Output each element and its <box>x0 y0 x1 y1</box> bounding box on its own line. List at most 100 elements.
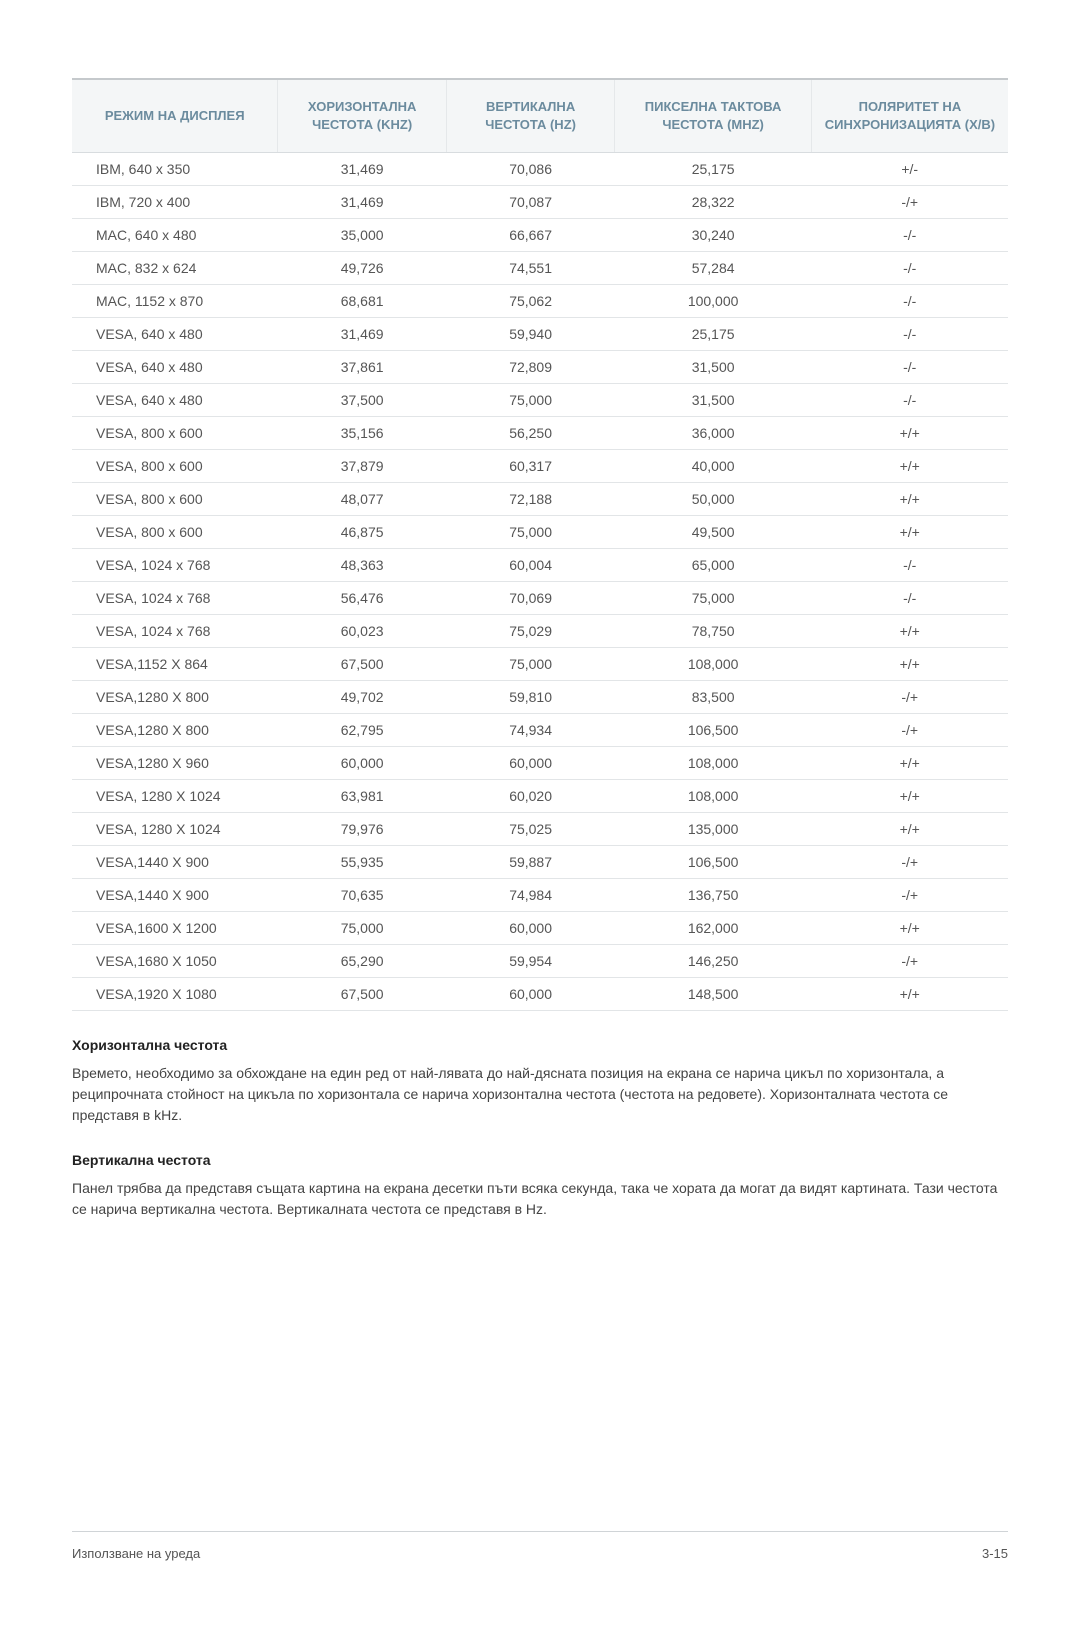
table-cell: 148,500 <box>615 978 812 1011</box>
table-header: РЕЖИМ НА ДИСПЛЕЯХОРИЗОНТАЛНА ЧЕСТОТА (KH… <box>72 79 1008 153</box>
display-modes-table: РЕЖИМ НА ДИСПЛЕЯХОРИЗОНТАЛНА ЧЕСТОТА (KH… <box>72 78 1008 1011</box>
section-heading-vertical: Вертикална честота <box>72 1152 1008 1168</box>
table-cell: 108,000 <box>615 648 812 681</box>
table-row: VESA, 800 x 60048,07772,18850,000+/+ <box>72 483 1008 516</box>
table-cell: VESA,1680 X 1050 <box>72 945 278 978</box>
table-cell: +/+ <box>811 615 1008 648</box>
table-row: MAC, 832 x 62449,72674,55157,284-/- <box>72 252 1008 285</box>
table-row: VESA,1152 X 86467,50075,000108,000+/+ <box>72 648 1008 681</box>
table-cell: -/- <box>811 219 1008 252</box>
table-cell: 100,000 <box>615 285 812 318</box>
table-cell: 36,000 <box>615 417 812 450</box>
table-row: VESA, 640 x 48037,86172,80931,500-/- <box>72 351 1008 384</box>
table-cell: 50,000 <box>615 483 812 516</box>
table-cell: -/- <box>811 582 1008 615</box>
table-cell: VESA, 800 x 600 <box>72 417 278 450</box>
section-text-horizontal: Времето, необходимо за обхождане на един… <box>72 1063 1008 1126</box>
table-row: VESA,1680 X 105065,29059,954146,250-/+ <box>72 945 1008 978</box>
table-cell: 108,000 <box>615 780 812 813</box>
table-row: VESA,1600 X 120075,00060,000162,000+/+ <box>72 912 1008 945</box>
table-cell: VESA, 800 x 600 <box>72 450 278 483</box>
table-cell: MAC, 1152 x 870 <box>72 285 278 318</box>
table-cell: -/+ <box>811 186 1008 219</box>
table-cell: 135,000 <box>615 813 812 846</box>
table-cell: VESA, 640 x 480 <box>72 351 278 384</box>
table-cell: 74,984 <box>446 879 614 912</box>
table-cell: VESA, 640 x 480 <box>72 384 278 417</box>
table-cell: 63,981 <box>278 780 446 813</box>
table-cell: +/+ <box>811 648 1008 681</box>
table-cell: -/+ <box>811 846 1008 879</box>
table-cell: -/- <box>811 318 1008 351</box>
table-cell: -/- <box>811 252 1008 285</box>
table-cell: 83,500 <box>615 681 812 714</box>
table-cell: 60,004 <box>446 549 614 582</box>
table-cell: 31,469 <box>278 186 446 219</box>
table-cell: 31,469 <box>278 318 446 351</box>
table-body: IBM, 640 x 35031,46970,08625,175+/-IBM, … <box>72 153 1008 1011</box>
table-cell: +/+ <box>811 483 1008 516</box>
table-cell: 74,934 <box>446 714 614 747</box>
table-cell: 75,062 <box>446 285 614 318</box>
table-row: MAC, 640 x 48035,00066,66730,240-/- <box>72 219 1008 252</box>
table-cell: +/+ <box>811 516 1008 549</box>
table-cell: 60,020 <box>446 780 614 813</box>
table-cell: 56,250 <box>446 417 614 450</box>
table-row: MAC, 1152 x 87068,68175,062100,000-/- <box>72 285 1008 318</box>
table-row: VESA, 1280 X 102463,98160,020108,000+/+ <box>72 780 1008 813</box>
table-row: VESA, 1280 X 102479,97675,025135,000+/+ <box>72 813 1008 846</box>
table-cell: -/+ <box>811 945 1008 978</box>
table-cell: 31,469 <box>278 153 446 186</box>
table-row: VESA, 640 x 48037,50075,00031,500-/- <box>72 384 1008 417</box>
table-cell: 75,000 <box>615 582 812 615</box>
table-cell: 31,500 <box>615 384 812 417</box>
table-cell: +/+ <box>811 978 1008 1011</box>
table-cell: VESA,1280 X 800 <box>72 714 278 747</box>
table-cell: +/+ <box>811 417 1008 450</box>
section-text-vertical: Панел трябва да представя същата картина… <box>72 1178 1008 1220</box>
table-cell: +/+ <box>811 813 1008 846</box>
table-row: VESA,1280 X 80049,70259,81083,500-/+ <box>72 681 1008 714</box>
table-cell: 49,726 <box>278 252 446 285</box>
table-cell: MAC, 640 x 480 <box>72 219 278 252</box>
table-cell: +/+ <box>811 912 1008 945</box>
table-cell: VESA, 800 x 600 <box>72 483 278 516</box>
table-row: VESA, 1024 x 76848,36360,00465,000-/- <box>72 549 1008 582</box>
table-cell: 70,635 <box>278 879 446 912</box>
table-cell: 70,087 <box>446 186 614 219</box>
table-cell: 31,500 <box>615 351 812 384</box>
table-row: VESA, 800 x 60046,87575,00049,500+/+ <box>72 516 1008 549</box>
table-cell: VESA, 640 x 480 <box>72 318 278 351</box>
table-cell: 48,363 <box>278 549 446 582</box>
table-cell: IBM, 720 x 400 <box>72 186 278 219</box>
table-cell: 30,240 <box>615 219 812 252</box>
table-cell: 162,000 <box>615 912 812 945</box>
table-cell: 75,029 <box>446 615 614 648</box>
table-cell: 106,500 <box>615 714 812 747</box>
table-row: VESA,1440 X 90055,93559,887106,500-/+ <box>72 846 1008 879</box>
table-cell: 60,000 <box>446 912 614 945</box>
table-cell: 35,000 <box>278 219 446 252</box>
table-cell: 60,000 <box>278 747 446 780</box>
table-cell: 72,188 <box>446 483 614 516</box>
table-cell: 146,250 <box>615 945 812 978</box>
table-cell: 40,000 <box>615 450 812 483</box>
table-cell: 79,976 <box>278 813 446 846</box>
table-row: VESA,1440 X 90070,63574,984136,750-/+ <box>72 879 1008 912</box>
table-row: IBM, 720 x 40031,46970,08728,322-/+ <box>72 186 1008 219</box>
table-cell: 25,175 <box>615 318 812 351</box>
table-cell: 65,290 <box>278 945 446 978</box>
table-row: VESA, 800 x 60037,87960,31740,000+/+ <box>72 450 1008 483</box>
table-col-header: ПИКСЕЛНА ТАКТОВА ЧЕСТОТА (MHZ) <box>615 79 812 153</box>
table-cell: 75,000 <box>278 912 446 945</box>
table-cell: 106,500 <box>615 846 812 879</box>
table-cell: 78,750 <box>615 615 812 648</box>
table-cell: 60,023 <box>278 615 446 648</box>
table-cell: 74,551 <box>446 252 614 285</box>
table-cell: 59,887 <box>446 846 614 879</box>
table-cell: 55,935 <box>278 846 446 879</box>
table-col-header: РЕЖИМ НА ДИСПЛЕЯ <box>72 79 278 153</box>
table-row: VESA, 800 x 60035,15656,25036,000+/+ <box>72 417 1008 450</box>
table-row: VESA,1280 X 80062,79574,934106,500-/+ <box>72 714 1008 747</box>
table-row: VESA,1920 X 108067,50060,000148,500+/+ <box>72 978 1008 1011</box>
